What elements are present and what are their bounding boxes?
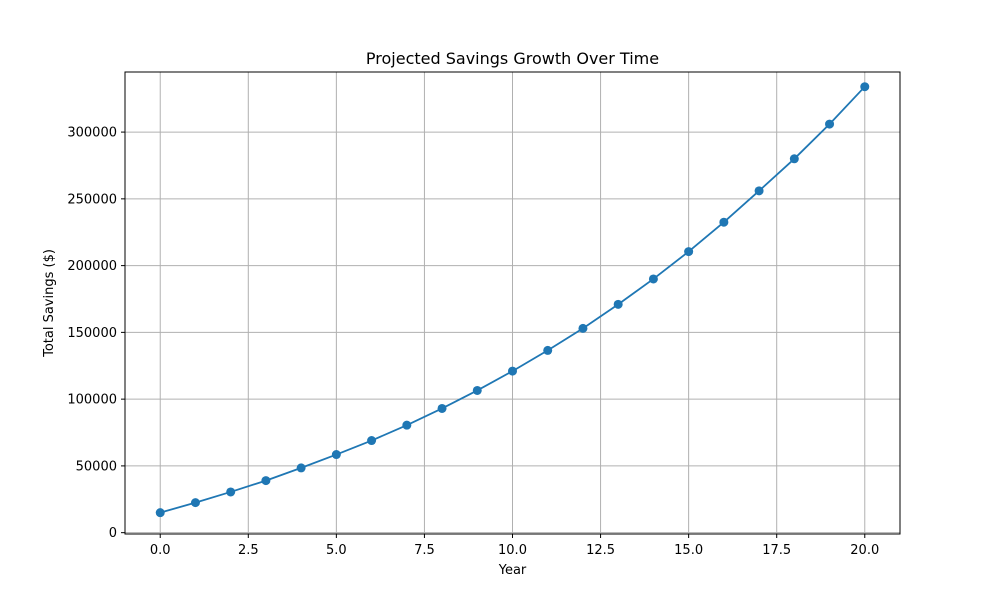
data-point [719, 217, 729, 227]
x-tick-label: 20.0 [850, 543, 879, 558]
data-point [684, 247, 694, 257]
y-tick-label: 100000 [67, 393, 117, 408]
data-point [508, 366, 517, 376]
x-tick-label: 5.0 [326, 543, 347, 558]
data-point [578, 323, 588, 333]
data-point [437, 403, 447, 413]
y-tick-label: 50000 [76, 459, 117, 474]
x-axis-title: Year [498, 563, 527, 578]
data-point [190, 498, 200, 508]
data-point [155, 508, 165, 518]
y-axis-title: Total Savings ($) [42, 249, 57, 358]
y-tick-label: 300000 [67, 126, 117, 141]
data-point [825, 119, 835, 129]
y-axis-ticks: 0 50000 100000 150000 200000 250000 300000 [67, 126, 125, 541]
x-tick-label: 10.0 [498, 543, 527, 558]
data-point [754, 186, 764, 196]
data-point [789, 154, 799, 164]
x-tick-label: 2.5 [238, 543, 259, 558]
data-point [226, 487, 236, 497]
data-point [472, 385, 482, 395]
x-tick-label: 17.5 [762, 543, 791, 558]
data-point [648, 274, 658, 284]
data-point [402, 420, 412, 430]
x-tick-label: 12.5 [586, 543, 615, 558]
grid-lines [125, 72, 900, 534]
y-tick-label: 0 [109, 526, 117, 541]
chart-title: Projected Savings Growth Over Time [366, 49, 659, 68]
data-point [860, 82, 870, 92]
y-tick-label: 150000 [67, 326, 117, 341]
y-tick-label: 200000 [67, 259, 117, 274]
y-tick-label: 250000 [67, 192, 117, 207]
data-point [543, 345, 553, 355]
data-point [296, 463, 306, 473]
x-axis-ticks: 0.0 2.5 5.0 7.5 10.0 12.5 15.0 17.5 20.0 [150, 534, 879, 558]
series-layer [155, 82, 870, 518]
x-tick-label: 7.5 [414, 543, 435, 558]
data-point [331, 450, 341, 460]
x-tick-label: 15.0 [674, 543, 703, 558]
x-tick-label: 0.0 [150, 543, 171, 558]
data-point [261, 476, 271, 486]
data-point [367, 436, 377, 446]
data-point [613, 299, 623, 309]
